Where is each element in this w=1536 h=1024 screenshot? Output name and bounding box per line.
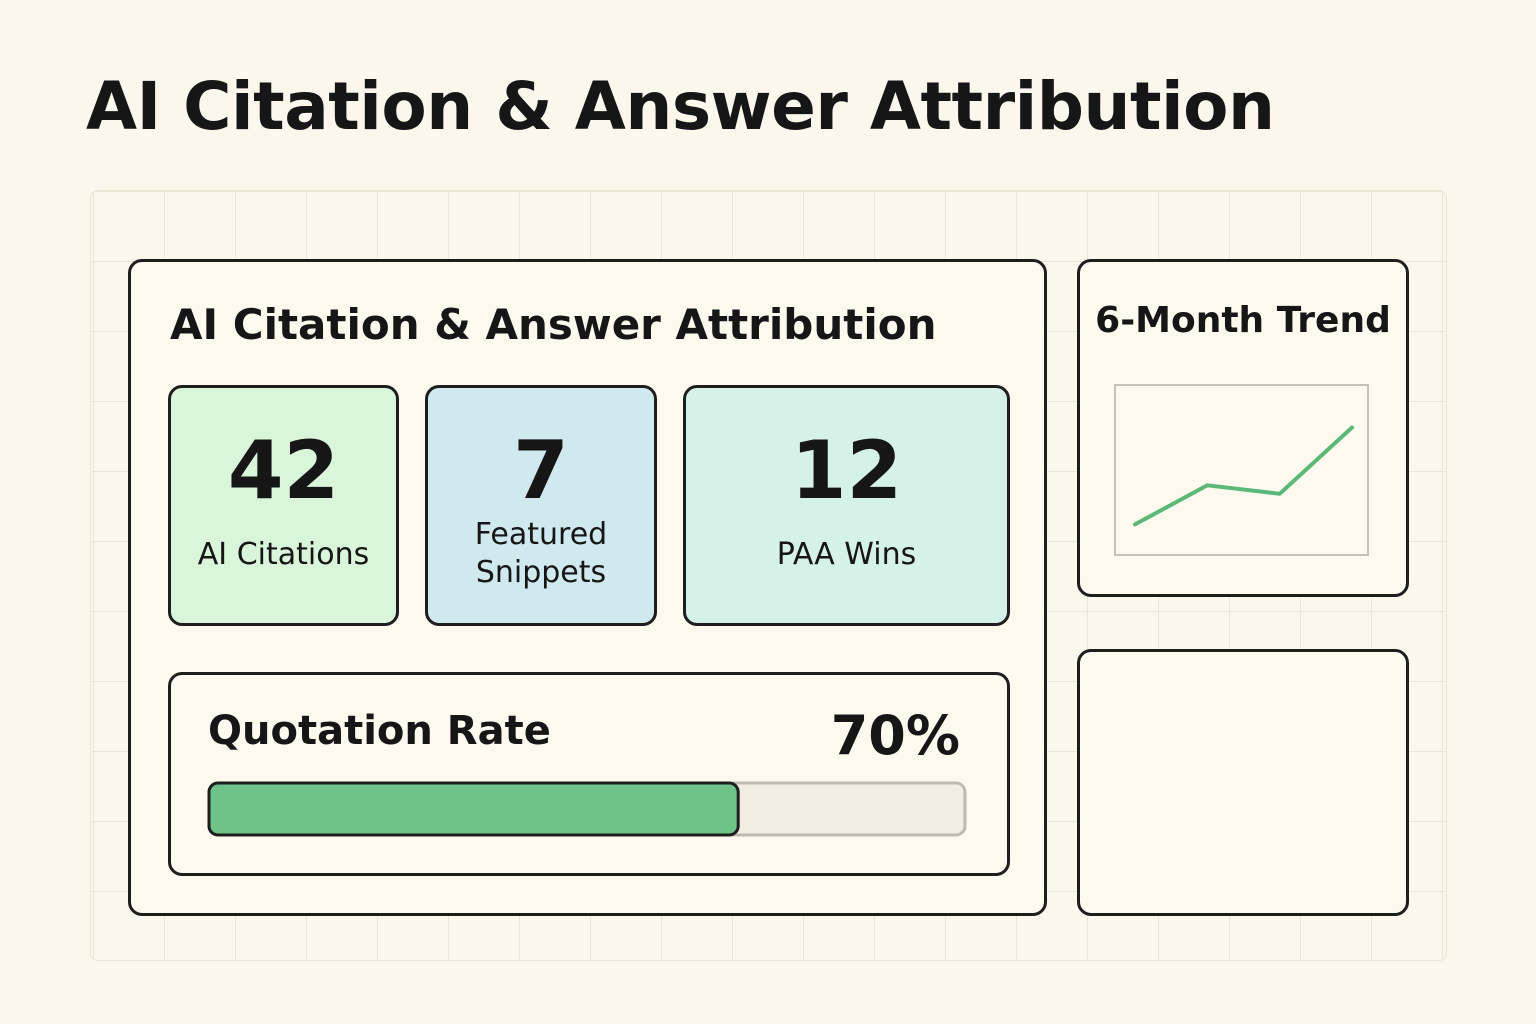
metric-value: 42 [227, 424, 340, 517]
metric-card: 42 AI Citations [168, 385, 399, 626]
panel-title: AI Citation & Answer Attribution [170, 300, 937, 349]
metric-label: PAA Wins [776, 537, 917, 572]
quotation-value: 70% [830, 704, 960, 767]
metric-value: 7 [513, 424, 569, 517]
metric-label: AI Citations [197, 537, 370, 572]
empty-panel [1077, 649, 1409, 916]
quotation-box [168, 672, 1010, 876]
metric-label: Featured Snippets [474, 517, 608, 590]
quotation-label: Quotation Rate [208, 708, 551, 754]
metric-card: 7 Featured Snippets [425, 385, 657, 626]
trend-title: 6-Month Trend [1095, 300, 1391, 341]
metric-value: 12 [790, 424, 903, 517]
metric-card: 12 PAA Wins [683, 385, 1010, 626]
page-title: AI Citation & Answer Attribution [86, 68, 1275, 145]
